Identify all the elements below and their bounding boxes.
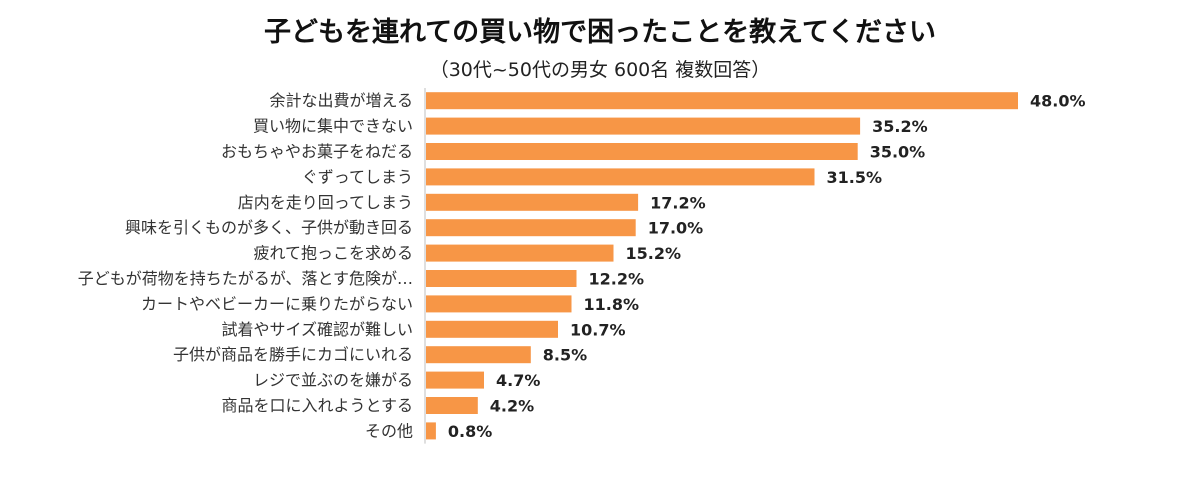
bar: [426, 270, 577, 287]
bar: [426, 346, 531, 364]
category-label: 試着やサイズ確認が難しい: [221, 320, 413, 339]
category-label: 子供が商品を勝手にカゴにいれる: [173, 345, 413, 364]
bar: [426, 219, 636, 237]
chart-subtitle: （30代~50代の男女 600名 複数回答）: [429, 59, 771, 81]
data-label: 31.5%: [827, 168, 883, 187]
data-label: 12.2%: [589, 270, 645, 289]
bar: [426, 422, 436, 440]
category-label: 商品を口に入れようとする: [221, 396, 413, 415]
data-label: 10.7%: [570, 320, 626, 339]
data-label: 35.2%: [872, 117, 928, 136]
category-label: ぐずってしまう: [302, 167, 413, 186]
category-label: レジで並ぶのを嫌がる: [253, 371, 413, 390]
category-label: その他: [365, 421, 413, 440]
bar: [426, 168, 815, 186]
bar: [426, 143, 858, 160]
category-label: 子どもが荷物を持ちたがるが、落とす危険が…: [78, 269, 413, 288]
data-label: 8.5%: [543, 346, 587, 365]
bar: [426, 117, 861, 135]
bar: [426, 397, 478, 414]
data-label: 4.2%: [490, 397, 534, 416]
bar: [426, 92, 1018, 110]
category-label: 買い物に集中できない: [253, 117, 413, 136]
bar: [426, 320, 558, 338]
data-label: 11.8%: [584, 295, 640, 314]
category-label: 余計な出費が増える: [269, 91, 413, 110]
data-label: 0.8%: [448, 422, 492, 441]
data-label: 48.0%: [1030, 92, 1086, 111]
bar: [426, 371, 484, 389]
data-label: 4.7%: [496, 371, 540, 390]
bar: [426, 295, 572, 313]
category-label: 疲れて抱っこを求める: [253, 244, 413, 263]
data-label: 15.2%: [626, 244, 682, 263]
category-label: 店内を走り回ってしまう: [238, 193, 413, 212]
bar: [426, 244, 614, 262]
data-label: 17.2%: [650, 193, 706, 212]
data-label: 35.0%: [870, 143, 926, 162]
chart-title: 子どもを連れての買い物で困ったことを教えてください: [263, 17, 937, 48]
category-label: 興味を引くものが多く、子供が動き回る: [125, 218, 413, 237]
category-label: おもちゃやお菓子をねだる: [221, 142, 413, 161]
bar: [426, 193, 639, 211]
data-label: 17.0%: [648, 219, 704, 238]
category-label: カートやベビーカーに乗りたがらない: [141, 294, 413, 313]
